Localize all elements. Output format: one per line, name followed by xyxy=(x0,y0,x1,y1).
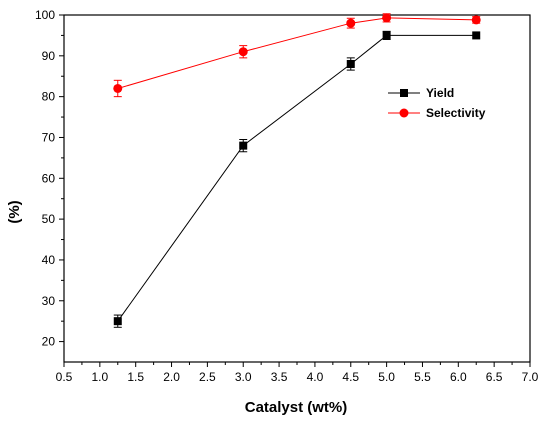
x-axis-label: Catalyst (wt%) xyxy=(245,399,348,416)
data-point xyxy=(113,83,123,93)
plot-border xyxy=(63,14,531,363)
yield-line xyxy=(117,34,477,322)
x-tick-label: 1.5 xyxy=(127,370,144,384)
data-point xyxy=(239,141,248,150)
series-selectivity xyxy=(113,13,481,98)
x-tick-label: 0.5 xyxy=(56,370,73,384)
y-tick-label: 80 xyxy=(42,90,56,104)
data-point xyxy=(346,18,356,28)
legend-marker xyxy=(399,108,409,118)
y-tick-label: 70 xyxy=(42,130,56,144)
y-tick-label: 30 xyxy=(42,294,56,308)
x-tick-label: 2.0 xyxy=(163,370,180,384)
y-axis-label: (%) xyxy=(6,200,23,223)
x-tick-label: 6.0 xyxy=(450,370,467,384)
x-tick-label: 4.0 xyxy=(307,370,324,384)
selectivity-line xyxy=(117,17,477,89)
data-point xyxy=(382,31,391,40)
legend-entry-selectivity: Selectivity xyxy=(388,106,486,120)
x-tick-label: 7.0 xyxy=(522,370,539,384)
data-point xyxy=(238,47,248,57)
data-point xyxy=(472,31,481,40)
legend: Yield Selectivity xyxy=(388,86,486,120)
data-point xyxy=(113,317,122,326)
x-tick-label: 3.0 xyxy=(235,370,252,384)
x-tick-label: 6.5 xyxy=(486,370,503,384)
y-tick-label: 40 xyxy=(42,253,56,267)
legend-label: Selectivity xyxy=(426,106,486,120)
y-tick-label: 90 xyxy=(42,49,56,63)
legend-marker xyxy=(400,89,408,97)
axis-ticks: 0.5 1.0 1.5 2.0 2.5 3.0 3.5 4.0 4.5 5.0 5.5 6.0 6.5 7… xyxy=(35,8,539,384)
legend-label: Yield xyxy=(426,86,454,100)
x-tick-label: 4.5 xyxy=(342,370,359,384)
x-tick-label: 2.5 xyxy=(199,370,216,384)
y-tick-label: 50 xyxy=(42,212,56,226)
series-yield xyxy=(113,30,481,328)
data-point xyxy=(346,59,355,68)
data-series xyxy=(113,13,481,328)
plot-frame xyxy=(63,14,531,363)
x-tick-label: 1.0 xyxy=(92,370,109,384)
y-tick-label: 60 xyxy=(42,171,56,185)
legend-entry-yield: Yield xyxy=(388,86,454,100)
data-point xyxy=(382,13,392,23)
data-point xyxy=(471,15,481,25)
y-tick-label: 100 xyxy=(35,8,55,22)
x-tick-label: 5.5 xyxy=(414,370,431,384)
x-tick-label: 3.5 xyxy=(271,370,288,384)
y-tick-label: 20 xyxy=(42,335,56,349)
x-tick-label: 5.0 xyxy=(378,370,395,384)
